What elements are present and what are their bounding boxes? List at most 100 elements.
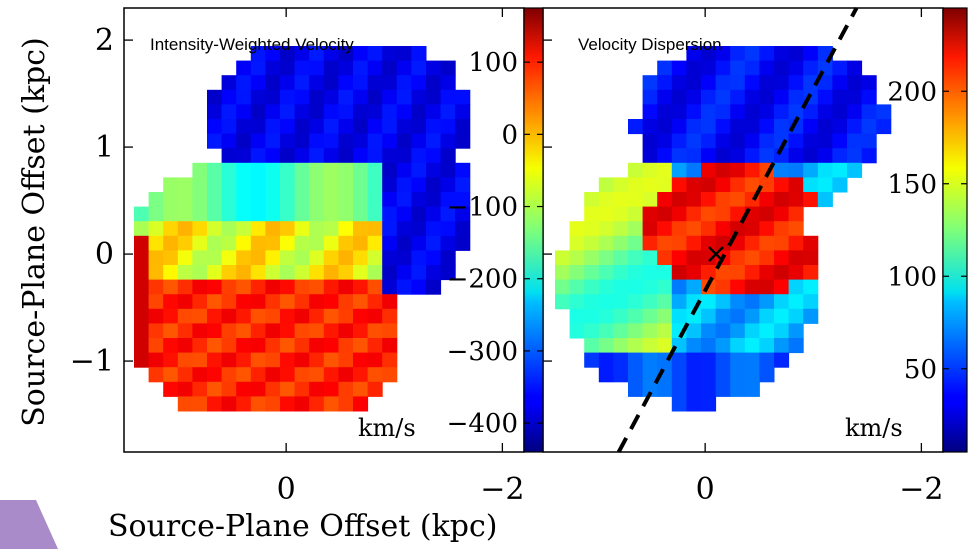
heatmap-cell (411, 177, 427, 193)
heatmap-cell (598, 177, 614, 193)
heatmap-cell (440, 60, 456, 76)
heatmap-cell (817, 75, 833, 91)
colorbar-tick-label: −100 (447, 193, 518, 223)
heatmap-cell (163, 352, 179, 368)
heatmap-cell (832, 75, 848, 91)
heatmap-cell (265, 119, 281, 135)
heatmap-cell (367, 60, 383, 76)
heatmap-cell (265, 396, 281, 412)
heatmap-cell (744, 338, 760, 354)
heatmap-cell (382, 265, 398, 281)
heatmap-cell (774, 308, 790, 324)
heatmap-cell (250, 279, 266, 295)
heatmap-cell (411, 235, 427, 251)
heatmap-cell (411, 148, 427, 164)
heatmap-cell (280, 381, 296, 397)
heatmap-cell (730, 162, 746, 178)
heatmap-cell (177, 192, 193, 208)
heatmap-cell (788, 294, 804, 310)
heatmap-cell (628, 119, 644, 135)
heatmap-cell (701, 177, 717, 193)
heatmap-cell (730, 133, 746, 149)
heatmap-cell (613, 250, 629, 266)
heatmap-cell (774, 206, 790, 222)
heatmap-cell (338, 323, 354, 339)
heatmap-cell (338, 75, 354, 91)
velocity-panel-title: Intensity-Weighted Velocity (150, 35, 354, 54)
heatmap-cell (584, 352, 600, 368)
heatmap-cell (715, 60, 731, 76)
heatmap-cell (353, 133, 369, 149)
heatmap-cell (294, 148, 310, 164)
heatmap-cell (686, 250, 702, 266)
heatmap-cell (440, 221, 456, 237)
heatmap-cell (584, 192, 600, 208)
heatmap-cell (148, 279, 164, 295)
heatmap-cell (759, 206, 775, 222)
heatmap-cell (803, 235, 819, 251)
heatmap-cell (309, 396, 325, 412)
heatmap-cell (788, 104, 804, 120)
heatmap-cell (730, 89, 746, 105)
heatmap-cell (236, 308, 252, 324)
heatmap-cell (715, 46, 731, 62)
heatmap-cell (803, 60, 819, 76)
heatmap-cell (426, 60, 442, 76)
heatmap-cell (657, 177, 673, 193)
heatmap-cell (323, 279, 339, 295)
heatmap-cell (221, 338, 237, 354)
heatmap-cell (280, 162, 296, 178)
heatmap-cell (671, 206, 687, 222)
heatmap-cell (744, 104, 760, 120)
heatmap-cell (744, 119, 760, 135)
heatmap-cell (396, 250, 412, 266)
heatmap-cell (455, 192, 471, 208)
heatmap-cell (817, 119, 833, 135)
heatmap-cell (265, 206, 281, 222)
heatmap-cell (396, 265, 412, 281)
heatmap-cell (309, 89, 325, 105)
heatmap-cell (207, 338, 223, 354)
heatmap-cell (701, 162, 717, 178)
heatmap-cell (569, 265, 585, 281)
heatmap-cell (628, 381, 644, 397)
heatmap-cell (440, 133, 456, 149)
heatmap-cell (396, 133, 412, 149)
heatmap-cell (280, 148, 296, 164)
heatmap-cell (715, 104, 731, 120)
heatmap-cell (309, 367, 325, 383)
heatmap-cell (192, 279, 208, 295)
heatmap-cell (192, 206, 208, 222)
heatmap-cell (628, 323, 644, 339)
heatmap-cell (396, 75, 412, 91)
heatmap-cell (250, 104, 266, 120)
heatmap-cell (628, 221, 644, 237)
heatmap-cell (774, 162, 790, 178)
heatmap-cell (701, 133, 717, 149)
heatmap-cell (657, 338, 673, 354)
heatmap-cell (730, 206, 746, 222)
heatmap-cell (686, 323, 702, 339)
heatmap-cell (642, 279, 658, 295)
heatmap-cell (177, 221, 193, 237)
heatmap-cell (701, 308, 717, 324)
heatmap-cell (309, 133, 325, 149)
heatmap-cell (671, 381, 687, 397)
heatmap-cell (353, 352, 369, 368)
heatmap-cell (730, 148, 746, 164)
heatmap-cell (353, 89, 369, 105)
heatmap-cell (338, 279, 354, 295)
heatmap-cell (657, 60, 673, 76)
heatmap-cell (338, 235, 354, 251)
heatmap-cell (671, 294, 687, 310)
heatmap-cell (744, 323, 760, 339)
heatmap-cell (642, 265, 658, 281)
heatmap-cell (192, 352, 208, 368)
heatmap-cell (294, 133, 310, 149)
heatmap-cell (642, 89, 658, 105)
heatmap-cell (817, 148, 833, 164)
heatmap-cell (192, 308, 208, 324)
heatmap-cell (323, 367, 339, 383)
dispersion-panel-title: Velocity Dispersion (578, 35, 722, 54)
heatmap-cell (730, 104, 746, 120)
